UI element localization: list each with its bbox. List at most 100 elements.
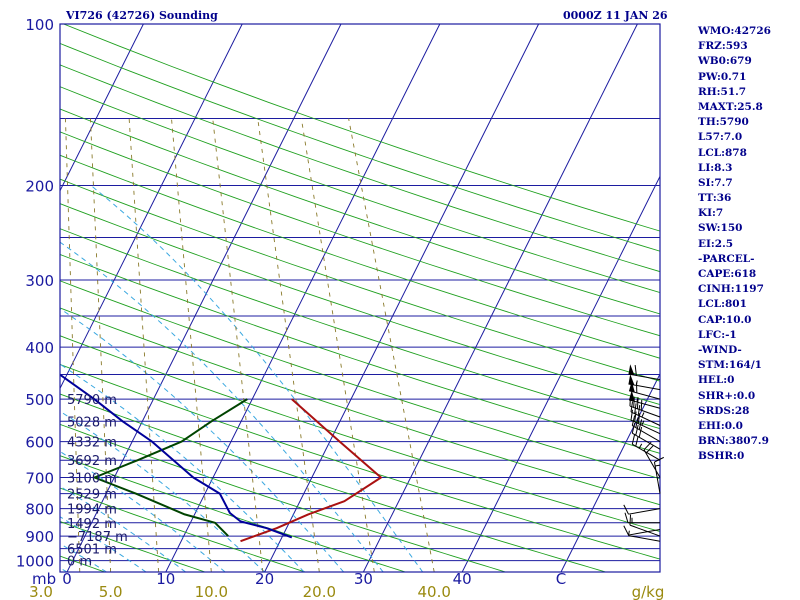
mixing-ratio-line: [64, 118, 81, 572]
valid-time: 0000Z 11 JAN 26: [563, 9, 668, 22]
height-label: 2529 m: [67, 488, 117, 503]
dry-adiabat: [0, 24, 5, 572]
pressure-tick-label: 200: [25, 178, 54, 196]
moist-adiabat: [60, 308, 344, 572]
stat-item: CAPE:618: [698, 268, 757, 280]
stat-item: SW:150: [698, 222, 743, 235]
dry-adiabat: [60, 108, 660, 315]
mixing-ratio-label: 10.0: [195, 583, 228, 600]
height-label: 4332 m: [67, 436, 117, 451]
plot-frame: [59, 23, 661, 573]
dry-adiabat: [60, 423, 506, 572]
stat-item: LCL:801: [698, 298, 747, 311]
isotherm-line: [461, 175, 660, 572]
dry-adiabat: [60, 455, 406, 572]
stat-item: STM:164/1: [698, 359, 762, 372]
mixing-ratio-line: [128, 118, 160, 572]
moist-adiabat: [60, 485, 186, 572]
temperature-tick-label: 30: [354, 570, 373, 588]
axis-labels: 1002003004005006007008009001000mb−50−40−…: [0, 16, 664, 600]
dry-adiabat: [63, 24, 660, 232]
dry-adiabat: [60, 393, 606, 572]
dry-adiabat: [60, 335, 660, 532]
mixing-ratio-line: [171, 118, 212, 572]
pressure-tick-label: 400: [25, 339, 54, 357]
pressure-tick-label: 100: [25, 16, 54, 34]
mixing-ratio-label: 3.0: [29, 583, 53, 600]
dry-adiabat: [60, 154, 660, 359]
mixing-ratio-label: 5.0: [99, 583, 123, 600]
pressure-tick-label: 700: [25, 470, 54, 488]
stat-item: FRZ:593: [698, 40, 748, 53]
stat-item: KI:7: [698, 207, 724, 220]
isotherm-line: [362, 24, 638, 572]
stat-item: SRDS:28: [698, 404, 750, 417]
pressure-tick-label: 500: [25, 391, 54, 409]
wind-barb: [624, 512, 660, 524]
isotherm-line: [560, 372, 660, 572]
height-label: 0 m: [67, 555, 92, 570]
pressure-tick-label: 1000: [16, 553, 54, 571]
stat-item: PW:0.71: [698, 70, 747, 83]
dry-adiabat: [60, 487, 306, 572]
stat-item: EI:2.5: [698, 237, 734, 250]
wind-barb: [631, 433, 661, 461]
isotherm-line: [66, 24, 342, 572]
stat-item: LFC:-1: [698, 328, 737, 341]
mixing-ratio-line: [89, 118, 112, 572]
wind-barb: [628, 364, 661, 381]
wind-barb: [630, 409, 661, 435]
pressure-unit-label: mb: [32, 570, 56, 588]
parcel-trace: [240, 398, 382, 543]
wind-barb: [629, 514, 661, 537]
temperature-tick-label: 20: [255, 570, 274, 588]
stat-item: -WIND-: [698, 343, 742, 356]
dry-adiabat: [60, 363, 660, 560]
dry-adiabat: [60, 178, 660, 382]
grid-lines: [0, 24, 660, 572]
wind-barb: [623, 525, 661, 536]
stat-item: L57:7.0: [698, 131, 743, 144]
stat-item: EHI:0.0: [698, 419, 743, 432]
stat-item: CINH:1197: [698, 283, 764, 296]
dry-adiabat: [60, 64, 660, 273]
sounding-traces: [60, 373, 382, 543]
mixing-ratio-unit: g/kg: [632, 583, 665, 600]
height-label: −7187 m: [67, 530, 128, 545]
pressure-tick-label: 300: [25, 272, 54, 290]
stat-item: WB0:679: [698, 55, 752, 68]
isotherm-line: [60, 24, 144, 192]
moist-adiabat: [60, 410, 265, 572]
stat-item: HEL:0: [698, 374, 735, 387]
isotherm-line: [60, 24, 243, 390]
temperature-tick-label: C: [556, 570, 566, 588]
pressure-tick-label: 600: [25, 434, 54, 452]
stat-item: SHR+:0.0: [698, 389, 756, 402]
stat-item: RH:51.7: [698, 85, 747, 98]
wind-barb: [631, 422, 661, 450]
dry-adiabat: [60, 307, 660, 506]
dry-adiabat: [60, 521, 206, 572]
moist-adiabat: [60, 241, 384, 572]
temperature-tick-label: 40: [453, 570, 472, 588]
wind-barbs: [623, 364, 664, 542]
stat-item: BSHR:0: [698, 450, 745, 463]
pressure-tick-label: 800: [25, 501, 54, 519]
dry-adiabat: [60, 203, 660, 406]
dry-adiabat: [60, 228, 660, 430]
stat-item: SI:7.7: [698, 176, 733, 189]
station-title: VI726 (42726) Sounding: [66, 9, 218, 22]
dewpoint-trace: [93, 398, 248, 537]
temperature-tick-label: 10: [156, 570, 175, 588]
dry-adiabat: [60, 280, 660, 480]
mixing-ratio-line: [212, 118, 264, 572]
stat-item: BRN:3807.9: [698, 435, 769, 448]
stat-item: -PARCEL-: [698, 252, 755, 265]
mixing-ratio-label: 40.0: [418, 583, 451, 600]
stat-item: LCL:878: [698, 146, 747, 159]
stat-item: TT:36: [698, 192, 732, 205]
pressure-tick-label: 900: [25, 528, 54, 546]
stat-item: TH:5790: [698, 116, 749, 129]
stat-item: WMO:42726: [698, 25, 771, 37]
